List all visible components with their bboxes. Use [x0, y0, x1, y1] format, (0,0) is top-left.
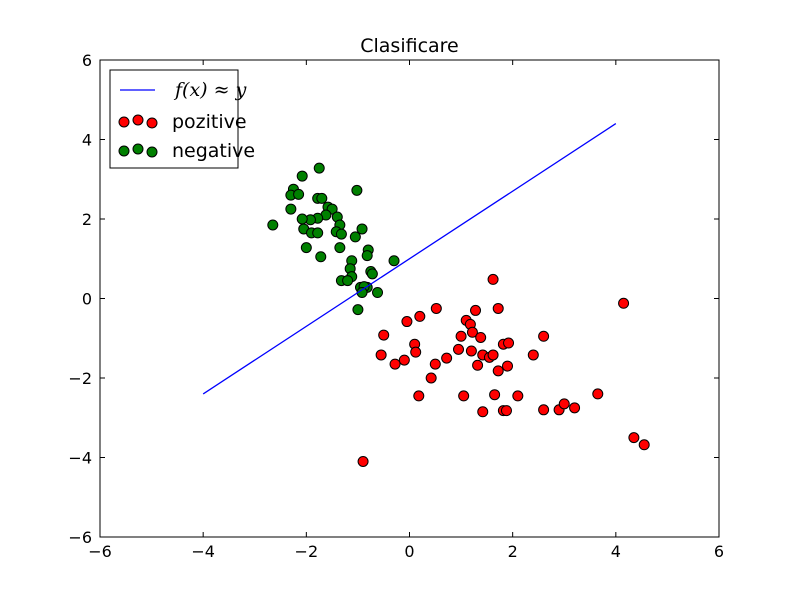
point-pozitive — [487, 349, 499, 361]
tick-labels: −6 −4 −2 0 2 4 6 −6 −4 −2 0 2 4 6 — [68, 51, 724, 561]
y-tick-label: −2 — [68, 369, 92, 388]
point-negative — [352, 304, 364, 316]
y-tick-label: −6 — [68, 528, 92, 547]
legend-label-line: f(x) ≈ y — [173, 79, 247, 101]
legend-swatch-negative-1 — [118, 145, 130, 157]
legend-swatch-pozitive-3 — [146, 117, 158, 129]
x-tick-label: −4 — [191, 542, 215, 561]
point-negative — [372, 287, 384, 299]
chart-title: Clasificare — [360, 35, 459, 57]
point-negative — [313, 162, 325, 174]
point-pozitive — [453, 343, 465, 355]
legend-swatch-pozitive-1 — [118, 116, 130, 128]
regression-line — [202, 123, 617, 395]
point-pozitive — [489, 389, 501, 401]
point-pozitive — [465, 345, 477, 357]
point-negative — [267, 219, 279, 231]
point-negative — [300, 242, 312, 254]
legend-box — [109, 69, 239, 169]
point-negative — [349, 231, 361, 243]
point-pozitive — [475, 331, 487, 343]
point-pozitive — [414, 310, 426, 322]
point-pozitive — [487, 273, 499, 285]
point-pozitive — [455, 330, 467, 342]
point-pozitive — [503, 337, 515, 349]
legend: f(x) ≈ y pozitive negative — [109, 69, 255, 169]
y-tick-label: 6 — [82, 51, 92, 70]
x-tick-label: 2 — [508, 542, 518, 561]
point-negative — [334, 242, 346, 254]
point-pozitive — [618, 297, 630, 309]
point-negative — [335, 228, 347, 240]
plot-frame — [99, 59, 720, 538]
point-pozitive — [441, 352, 453, 364]
point-pozitive — [378, 329, 390, 341]
point-pozitive — [429, 358, 441, 370]
legend-label-negative: negative — [172, 140, 255, 162]
legend-swatch-negative-3 — [146, 146, 158, 158]
point-pozitive — [458, 390, 470, 402]
point-pozitive — [538, 404, 550, 416]
point-pozitive — [538, 330, 550, 342]
point-negative — [285, 203, 297, 215]
legend-swatch-negative-2 — [132, 143, 144, 155]
x-tick-label: 4 — [611, 542, 621, 561]
x-tick-label: 0 — [404, 542, 414, 561]
point-negative — [361, 250, 373, 262]
y-tick-label: −4 — [68, 449, 92, 468]
point-pozitive — [628, 432, 640, 444]
point-negative — [315, 251, 327, 263]
legend-label-pozitive: pozitive — [172, 111, 247, 133]
point-pozitive — [569, 402, 581, 414]
point-negative — [366, 268, 378, 280]
point-pozitive — [500, 405, 512, 417]
point-pozitive — [592, 388, 604, 400]
point-pozitive — [398, 354, 410, 366]
point-pozitive — [638, 439, 650, 451]
point-pozitive — [502, 360, 514, 372]
point-pozitive — [472, 359, 484, 371]
point-pozitive — [425, 372, 437, 384]
point-negative — [356, 223, 368, 235]
point-pozitive — [389, 358, 401, 370]
x-tick-label: −2 — [295, 542, 319, 561]
y-tick-label: 2 — [82, 210, 92, 229]
point-negative — [316, 192, 328, 204]
point-pozitive — [413, 390, 425, 402]
point-pozitive — [410, 346, 422, 358]
x-tick-label: 6 — [714, 542, 724, 561]
point-pozitive — [512, 390, 524, 402]
point-pozitive — [492, 302, 504, 314]
point-pozitive — [470, 304, 482, 316]
point-pozitive — [527, 349, 539, 361]
point-negative — [296, 170, 308, 182]
point-pozitive — [375, 349, 387, 361]
point-pozitive — [558, 398, 570, 410]
y-tick-label: 0 — [82, 290, 92, 309]
legend-swatch-pozitive-2 — [132, 114, 144, 126]
y-tick-label: 4 — [82, 131, 92, 150]
point-negative — [296, 213, 308, 225]
plot-marks — [202, 123, 650, 467]
point-pozitive — [492, 365, 504, 377]
point-pozitive — [401, 316, 413, 328]
point-negative — [342, 275, 354, 287]
point-negative — [312, 227, 324, 239]
point-pozitive — [430, 302, 442, 314]
point-pozitive — [477, 406, 489, 418]
point-pozitive — [357, 455, 369, 467]
x-tick-label: −6 — [88, 542, 112, 561]
point-pozitive — [466, 326, 478, 338]
point-negative — [293, 188, 305, 200]
point-negative — [351, 184, 363, 196]
point-negative — [388, 255, 400, 267]
